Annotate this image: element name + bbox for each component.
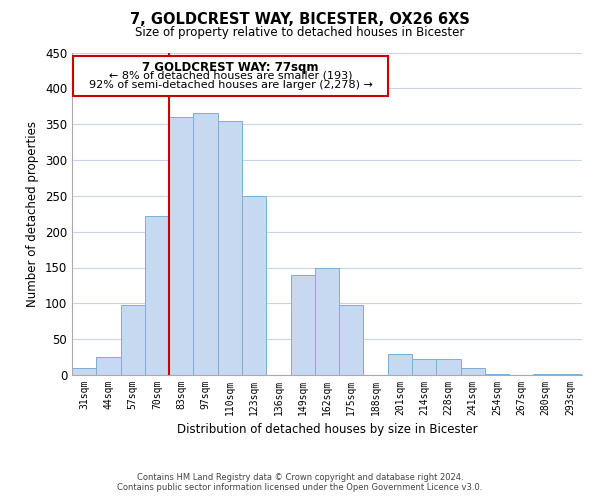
Bar [412,359,436,375]
Bar [388,354,412,375]
FancyBboxPatch shape [73,56,388,96]
Bar [339,305,364,375]
Text: 7, GOLDCREST WAY, BICESTER, OX26 6XS: 7, GOLDCREST WAY, BICESTER, OX26 6XS [130,12,470,28]
Bar [96,357,121,375]
Bar [242,196,266,375]
Y-axis label: Number of detached properties: Number of detached properties [26,120,40,306]
Text: Contains HM Land Registry data © Crown copyright and database right 2024.
Contai: Contains HM Land Registry data © Crown c… [118,473,482,492]
Bar [315,268,339,375]
Bar [558,374,582,375]
Text: 7 GOLDCREST WAY: 77sqm: 7 GOLDCREST WAY: 77sqm [142,61,319,74]
Bar [145,216,169,375]
Bar [533,374,558,375]
Text: 92% of semi-detached houses are larger (2,278) →: 92% of semi-detached houses are larger (… [89,80,373,90]
Bar [436,359,461,375]
Bar [121,305,145,375]
Text: ← 8% of detached houses are smaller (193): ← 8% of detached houses are smaller (193… [109,70,352,81]
Text: Size of property relative to detached houses in Bicester: Size of property relative to detached ho… [136,26,464,39]
Bar [193,114,218,375]
Bar [461,368,485,375]
Bar [485,374,509,375]
Bar [290,274,315,375]
X-axis label: Distribution of detached houses by size in Bicester: Distribution of detached houses by size … [176,424,478,436]
Bar [72,368,96,375]
Bar [169,117,193,375]
Bar [218,120,242,375]
